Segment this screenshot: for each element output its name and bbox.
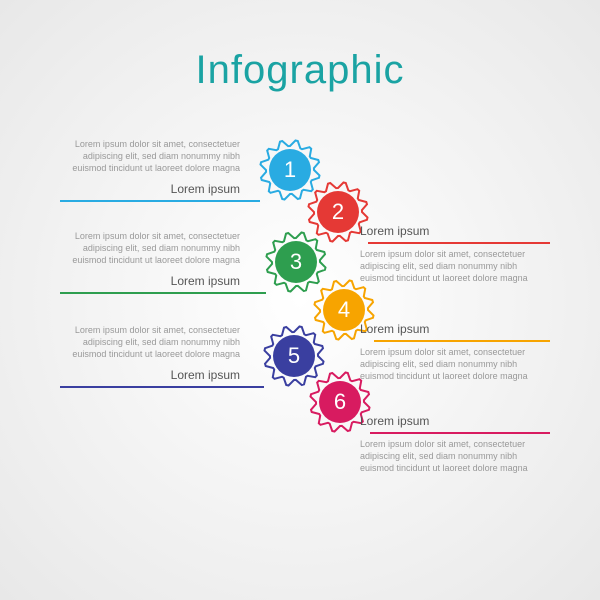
step-body-1: Lorem ipsum dolor sit amet, consectetuer… xyxy=(60,138,240,174)
step-label-2: Lorem ipsum xyxy=(360,224,540,238)
step-label-5: Lorem ipsum xyxy=(60,368,240,382)
step-number-1: 1 xyxy=(269,149,311,191)
step-body-2: Lorem ipsum dolor sit amet, consectetuer… xyxy=(360,248,540,284)
step-body-4: Lorem ipsum dolor sit amet, consectetuer… xyxy=(360,346,540,382)
step-body-5: Lorem ipsum dolor sit amet, consectetuer… xyxy=(60,324,240,360)
divider-1 xyxy=(60,200,260,202)
step-body-3: Lorem ipsum dolor sit amet, consectetuer… xyxy=(60,230,240,266)
step-label-6: Lorem ipsum xyxy=(360,414,540,428)
step-number-4: 4 xyxy=(323,289,365,331)
divider-5 xyxy=(60,386,264,388)
divider-6 xyxy=(370,432,550,434)
step-number-6: 6 xyxy=(319,381,361,423)
divider-2 xyxy=(368,242,550,244)
step-label-4: Lorem ipsum xyxy=(360,322,540,336)
step-number-3: 3 xyxy=(275,241,317,283)
divider-3 xyxy=(60,292,266,294)
step-body-6: Lorem ipsum dolor sit amet, consectetuer… xyxy=(360,438,540,474)
step-label-1: Lorem ipsum xyxy=(60,182,240,196)
infographic-stage: 1 Lorem ipsum Lorem ipsum dolor sit amet, … xyxy=(0,0,600,600)
step-number-2: 2 xyxy=(317,191,359,233)
step-label-3: Lorem ipsum xyxy=(60,274,240,288)
divider-4 xyxy=(374,340,550,342)
